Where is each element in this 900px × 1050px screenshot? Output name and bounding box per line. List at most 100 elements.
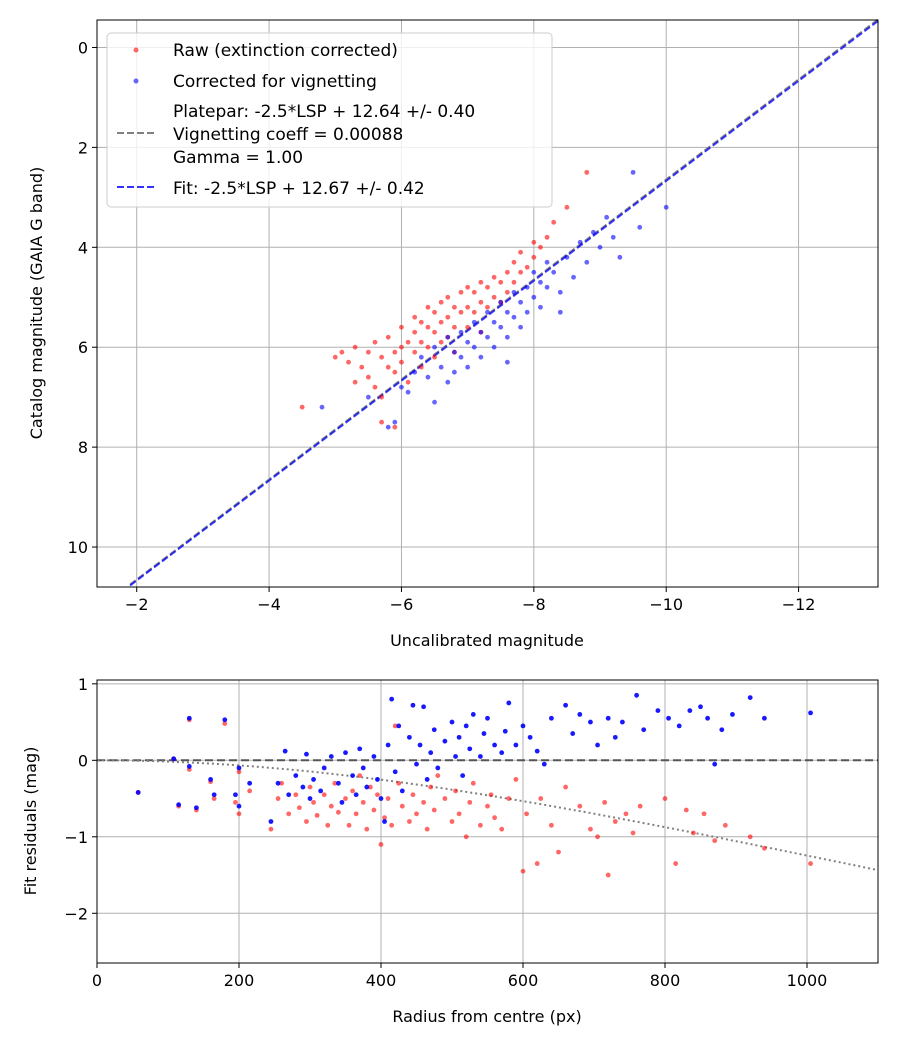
top-corrected-point	[498, 324, 504, 330]
bottom-corrected-point	[385, 742, 391, 748]
bottom-corrected-point	[410, 702, 416, 708]
legend-corrected-label: Corrected for vignetting	[173, 72, 377, 92]
bottom-raw-point	[588, 826, 593, 832]
top-corrected-point	[610, 234, 616, 240]
top-raw-point	[478, 299, 484, 305]
bottom-raw-point	[623, 811, 629, 817]
bottom-corrected-point	[676, 723, 682, 729]
top-raw-point	[385, 364, 391, 370]
top-raw-point	[425, 304, 431, 310]
bottom-raw-point	[236, 811, 242, 817]
top-corrected-point	[445, 379, 451, 385]
bottom-corrected-point	[399, 788, 405, 794]
top-raw-point	[538, 244, 543, 250]
bottom-x-tick-label: 0	[92, 971, 102, 990]
top-raw-point	[564, 204, 570, 210]
top-corrected-point	[544, 284, 550, 290]
top-x-tick-label: −8	[522, 595, 546, 614]
top-raw-point	[544, 234, 550, 240]
bottom-corrected-point	[747, 695, 753, 700]
bottom-corrected-point	[666, 715, 671, 721]
top-corrected-point	[485, 309, 490, 315]
bottom-raw-point	[385, 796, 391, 801]
bottom-raw-point	[722, 822, 728, 828]
top-corrected-point	[418, 354, 424, 360]
top-raw-point	[418, 364, 424, 370]
top-raw-point	[359, 364, 365, 370]
bottom-corrected-point	[449, 719, 455, 725]
top-corrected-point	[471, 344, 477, 350]
top-raw-point	[405, 379, 411, 385]
bottom-raw-point	[307, 784, 313, 790]
top-raw-point	[491, 274, 497, 280]
bottom-corrected-point	[549, 715, 554, 721]
bottom-x-tick-label: 1000	[787, 971, 828, 990]
top-x-axis-label: Uncalibrated magnitude	[390, 631, 584, 650]
bottom-raw-point	[492, 815, 497, 821]
bottom-raw-point	[293, 792, 299, 798]
bottom-corrected-point	[513, 742, 519, 748]
top-raw-point	[445, 314, 451, 320]
bottom-x-axis-label: Radius from centre (px)	[392, 1007, 581, 1026]
top-raw-point	[392, 424, 398, 430]
bottom-corrected-point	[378, 796, 384, 801]
bottom-raw-point	[563, 784, 568, 790]
bottom-raw-point	[392, 723, 398, 729]
bottom-corrected-point	[300, 784, 306, 790]
bottom-raw-point	[321, 792, 327, 798]
bottom-corrected-point	[275, 780, 281, 786]
bottom-raw-point	[538, 796, 544, 801]
top-raw-point	[385, 334, 391, 340]
top-corrected-point	[524, 309, 530, 315]
top-raw-point	[418, 319, 424, 325]
bottom-raw-point	[808, 861, 813, 866]
top-corrected-point	[504, 359, 510, 365]
bottom-raw-point	[424, 826, 430, 832]
top-raw-point	[485, 304, 490, 310]
bottom-raw-point	[683, 807, 689, 813]
top-chart: −2 −4 −6 −8 −10 −12 0 2 4 6 8 10 Uncalibrated magni…	[27, 18, 879, 650]
bottom-raw-point	[325, 822, 331, 828]
legend-fit-label: Fit: -2.5*LSP + 12.67 +/- 0.42	[173, 179, 425, 199]
bottom-corrected-point	[357, 746, 363, 752]
top-corrected-point	[604, 214, 610, 220]
bottom-corrected-point	[268, 819, 274, 824]
top-raw-point	[452, 324, 457, 330]
bottom-corrected-point	[563, 702, 568, 708]
bottom-raw-point	[382, 815, 387, 821]
bottom-corrected-point	[318, 788, 324, 794]
bottom-raw-point	[375, 792, 380, 798]
bottom-raw-point	[311, 799, 316, 805]
top-raw-point	[379, 394, 385, 400]
top-raw-point	[372, 339, 378, 345]
bottom-raw-point	[691, 830, 696, 836]
bottom-corrected-point	[186, 764, 192, 769]
top-corrected-point	[432, 399, 437, 405]
bottom-raw-point	[449, 819, 455, 824]
bottom-grid	[96, 680, 878, 963]
bottom-raw-point	[332, 780, 338, 786]
bottom-corrected-point	[595, 742, 600, 748]
bottom-corrected-point	[620, 719, 625, 725]
bottom-corrected-point	[353, 792, 359, 798]
top-corrected-point	[399, 384, 404, 390]
bottom-corrected-point	[442, 738, 448, 744]
bottom-corrected-point	[612, 734, 618, 740]
bottom-corrected-point	[712, 761, 718, 767]
bottom-raw-point	[747, 834, 753, 840]
top-corrected-point	[452, 369, 457, 375]
bottom-raw-point	[296, 805, 302, 811]
bottom-corrected-point	[350, 773, 355, 779]
bottom-raw-point	[485, 803, 490, 809]
bottom-raw-point	[602, 799, 608, 805]
bottom-corrected-point	[407, 734, 412, 740]
top-ticks: −2 −4 −6 −8 −10 −12 0 2 4 6 8 10	[68, 38, 816, 614]
top-raw-point	[584, 169, 590, 175]
bottom-raw-point	[506, 796, 512, 801]
top-corrected-point	[577, 239, 583, 245]
top-raw-point	[379, 354, 385, 360]
bottom-corrected-point	[339, 799, 345, 805]
bottom-raw-point	[673, 861, 679, 866]
bottom-raw-point	[470, 780, 476, 786]
top-raw-point	[412, 329, 418, 335]
